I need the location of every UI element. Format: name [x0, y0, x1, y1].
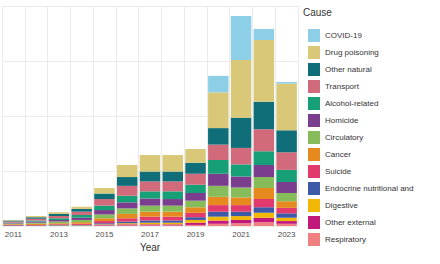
svg-text:2023: 2023: [278, 230, 296, 239]
svg-text:Suicide: Suicide: [325, 167, 352, 176]
svg-text:2017: 2017: [141, 230, 159, 239]
svg-text:Endocrine nutritional and: Endocrine nutritional and: [325, 184, 414, 193]
svg-text:Other natural: Other natural: [325, 65, 372, 74]
svg-text:2011: 2011: [5, 230, 23, 239]
svg-text:2019: 2019: [187, 230, 205, 239]
svg-text:Digestive: Digestive: [325, 201, 358, 210]
svg-text:Cause: Cause: [303, 7, 332, 18]
svg-text:2015: 2015: [96, 230, 114, 239]
svg-text:Transport: Transport: [325, 82, 360, 91]
svg-text:COVID-19: COVID-19: [325, 31, 362, 40]
svg-text:Circulatory: Circulatory: [325, 133, 363, 142]
svg-text:Year: Year: [140, 242, 161, 253]
svg-text:Respiratory: Respiratory: [325, 235, 366, 244]
svg-text:Other external: Other external: [325, 218, 376, 227]
svg-text:Drug poisoning: Drug poisoning: [325, 48, 379, 57]
svg-text:Cancer: Cancer: [325, 150, 351, 159]
svg-text:2013: 2013: [50, 230, 68, 239]
svg-text:Alcohol-related: Alcohol-related: [325, 99, 378, 108]
svg-text:2021: 2021: [232, 230, 250, 239]
svg-text:Homicide: Homicide: [325, 116, 359, 125]
